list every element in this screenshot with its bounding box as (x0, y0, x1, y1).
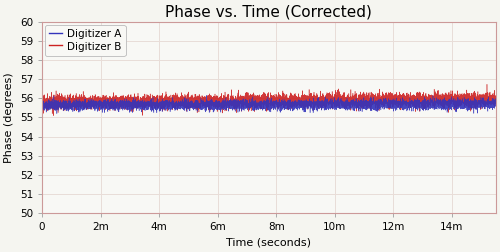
X-axis label: Time (seconds): Time (seconds) (226, 238, 312, 248)
Title: Phase vs. Time (Corrected): Phase vs. Time (Corrected) (166, 4, 372, 19)
Y-axis label: Phase (degrees): Phase (degrees) (4, 72, 14, 163)
Legend: Digitizer A, Digitizer B: Digitizer A, Digitizer B (45, 25, 126, 56)
